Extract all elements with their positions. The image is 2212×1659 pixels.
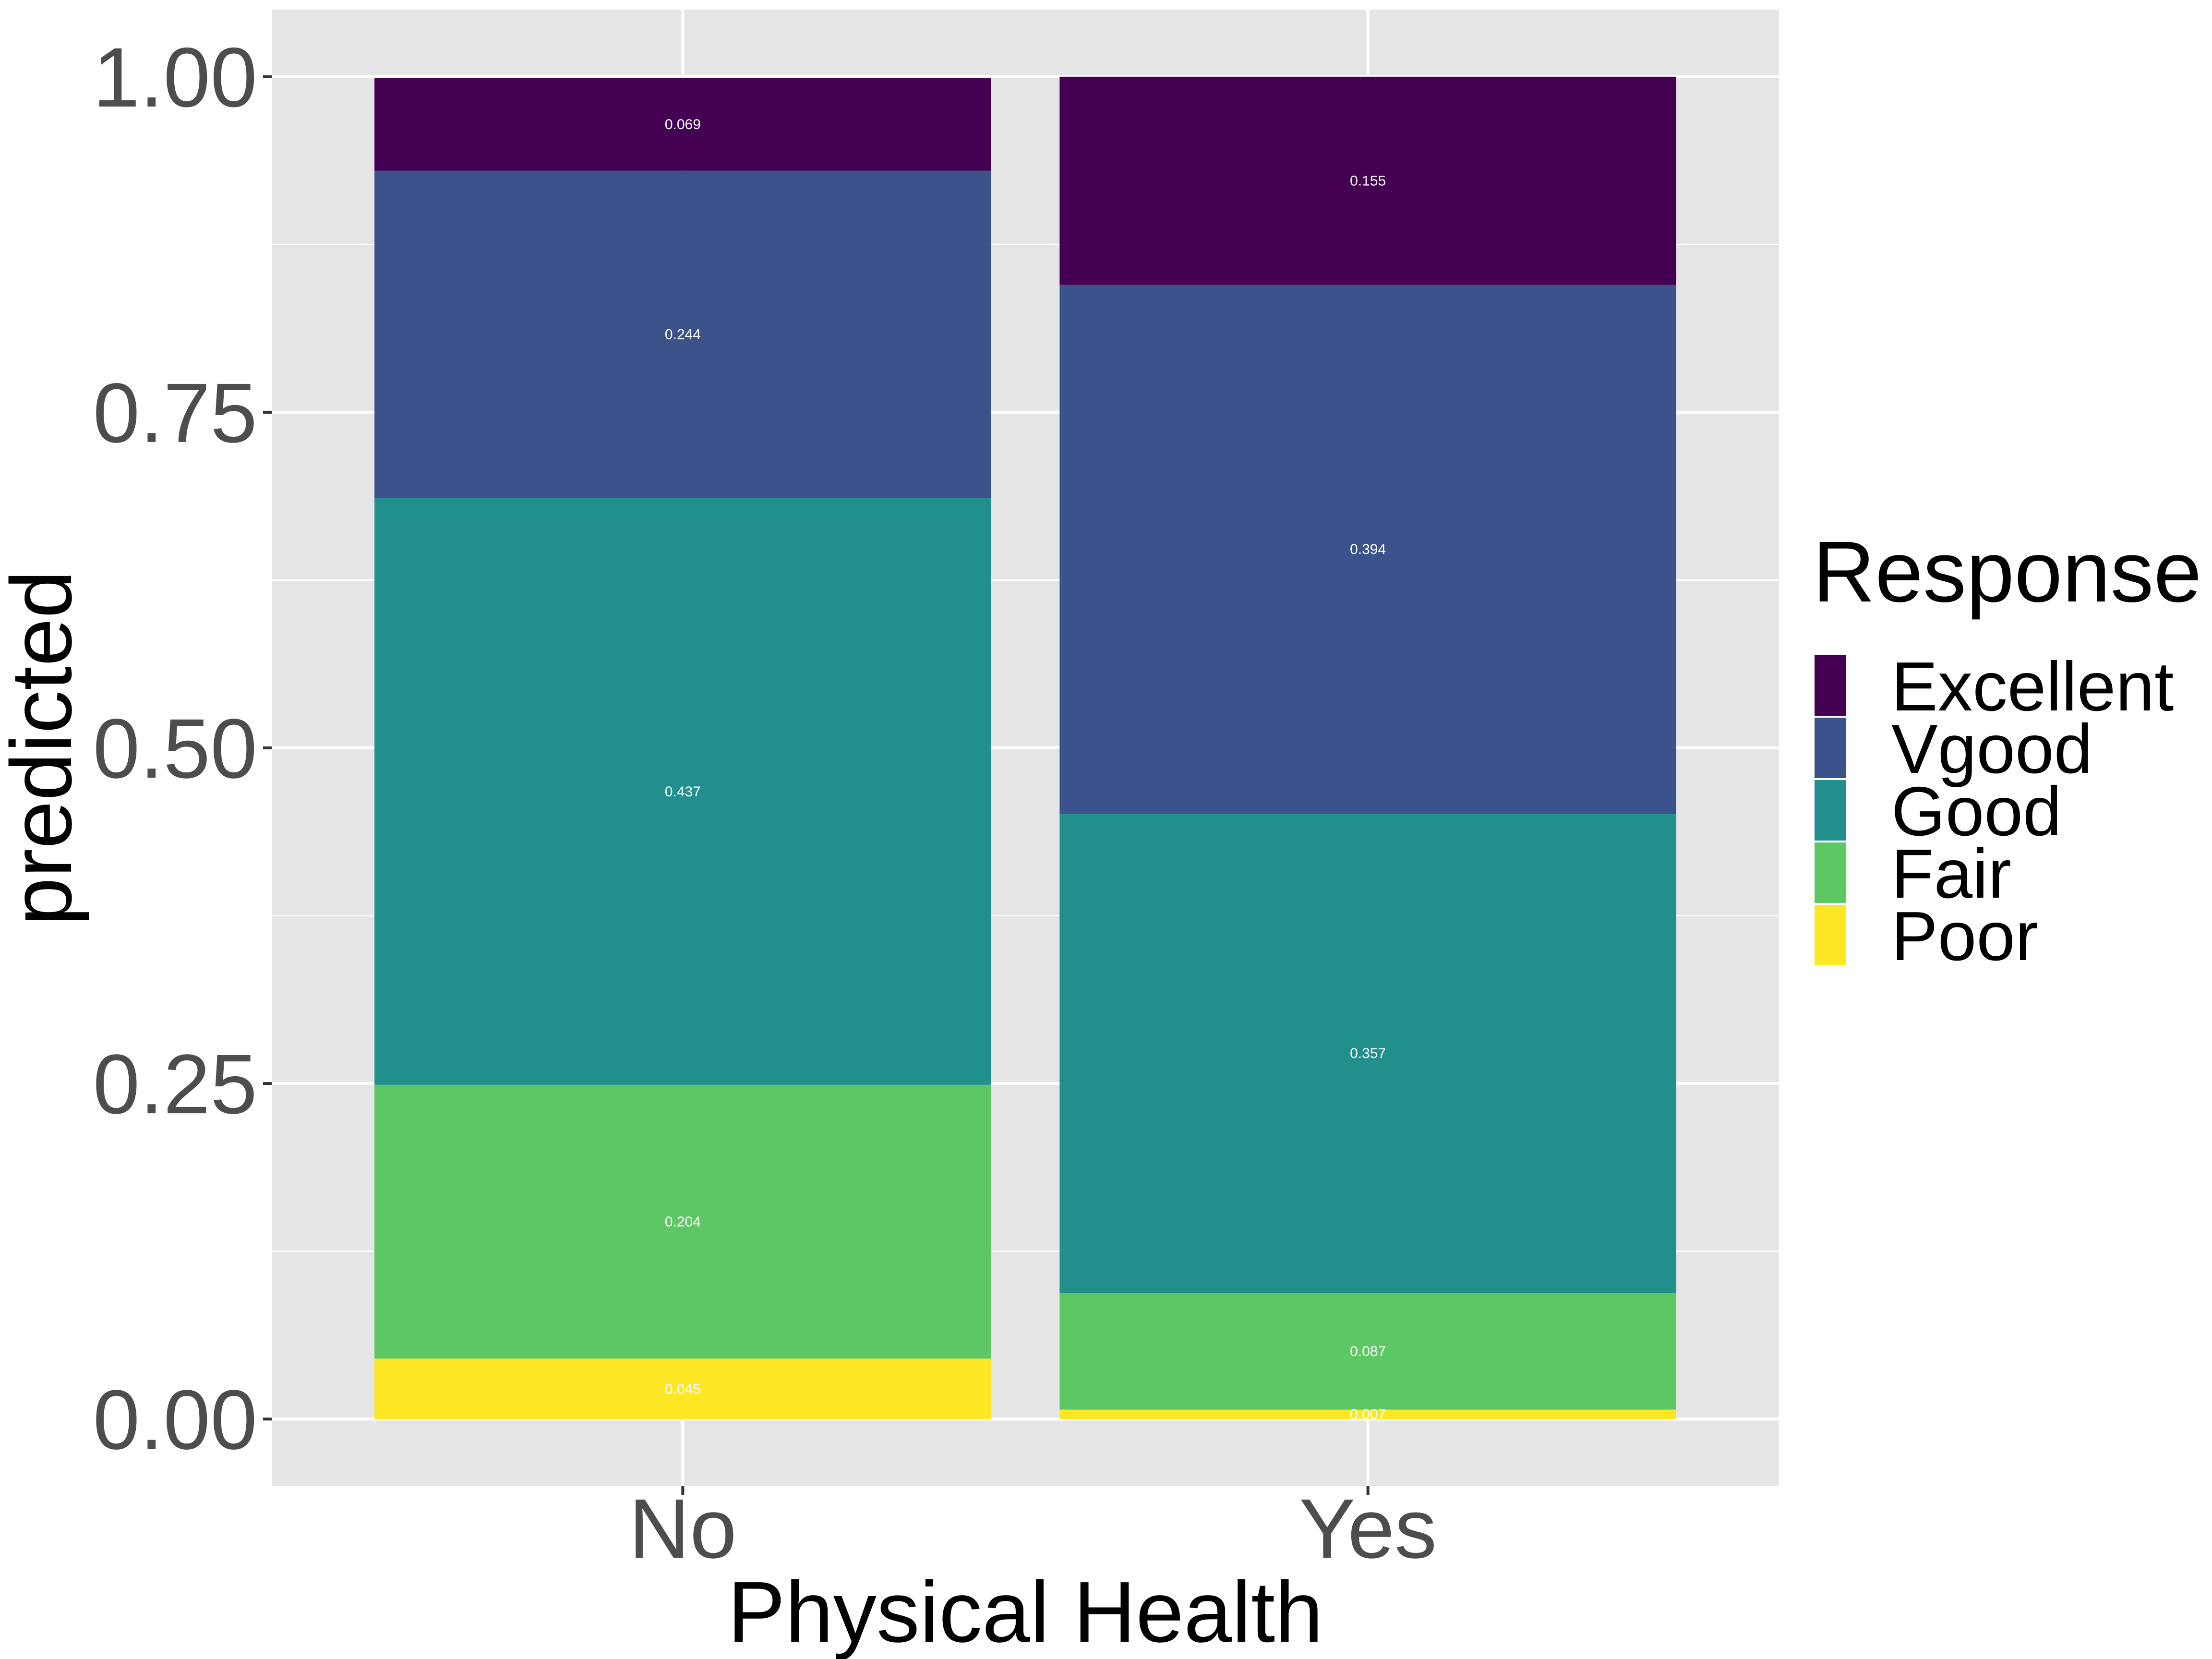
legend-label-fair: Fair xyxy=(1891,835,2011,913)
x-tick-label: No xyxy=(629,1482,737,1576)
bar-value-label: 0.394 xyxy=(1350,541,1386,557)
bar-segment-excellent-yes xyxy=(1059,76,1676,285)
bar-value-label: 0.045 xyxy=(665,1381,701,1397)
bar-segment-vgood-no xyxy=(374,170,991,498)
y-tick-label: 0.75 xyxy=(93,366,257,460)
bar-value-label: 0.357 xyxy=(1350,1046,1386,1061)
bar-segment-fair-yes xyxy=(1059,1293,1676,1410)
bar-value-label: 0.244 xyxy=(665,327,701,343)
bar-segment-fair-no xyxy=(374,1084,991,1359)
bar-value-label: 0.069 xyxy=(665,117,701,132)
x-axis: No Yes xyxy=(629,1482,1437,1576)
bar-segment-poor-no xyxy=(374,1358,991,1419)
y-tick-label: 0.00 xyxy=(93,1373,257,1467)
y-axis-title: predicted xyxy=(0,570,90,926)
legend-label-vgood: Vgood xyxy=(1891,710,2092,788)
bar-value-label: 0.007 xyxy=(1350,1407,1386,1422)
bar-value-label: 0.155 xyxy=(1350,173,1386,189)
x-tick-label: Yes xyxy=(1299,1482,1437,1576)
y-tick-label: 0.25 xyxy=(93,1037,257,1131)
legend-label-good: Good xyxy=(1891,772,2062,850)
bar-value-label: 0.204 xyxy=(665,1214,701,1230)
legend-key-fair xyxy=(1815,842,1846,903)
bars-group xyxy=(374,76,1676,1419)
bar-value-label: 0.437 xyxy=(665,784,701,800)
y-tick-label: 0.50 xyxy=(93,702,257,796)
legend-label-excellent: Excellent xyxy=(1891,648,2174,725)
legend-key-good xyxy=(1815,780,1846,841)
bar-segment-vgood-yes xyxy=(1059,285,1676,814)
legend-label-poor: Poor xyxy=(1891,897,2038,975)
bar-labels-group: 0.045 0.204 0.437 0.244 0.069 0.007 0.087 0.357… xyxy=(665,117,1386,1422)
bar-segment-good-yes xyxy=(1059,814,1676,1293)
legend-key-poor xyxy=(1815,905,1846,965)
legend-title: Response xyxy=(1813,524,2202,620)
bar-segment-excellent-no xyxy=(374,78,991,171)
bar-segment-poor-yes xyxy=(1059,1409,1676,1419)
y-tick-label: 1.00 xyxy=(93,31,257,125)
bar-value-label: 0.087 xyxy=(1350,1344,1386,1359)
legend-key-vgood xyxy=(1815,718,1846,778)
y-axis: 0.00 0.25 0.50 0.75 1.00 xyxy=(93,31,272,1467)
legend-key-excellent xyxy=(1815,655,1846,716)
x-axis-title: Physical Health xyxy=(728,1564,1323,1659)
bar-segment-good-no xyxy=(374,498,991,1085)
